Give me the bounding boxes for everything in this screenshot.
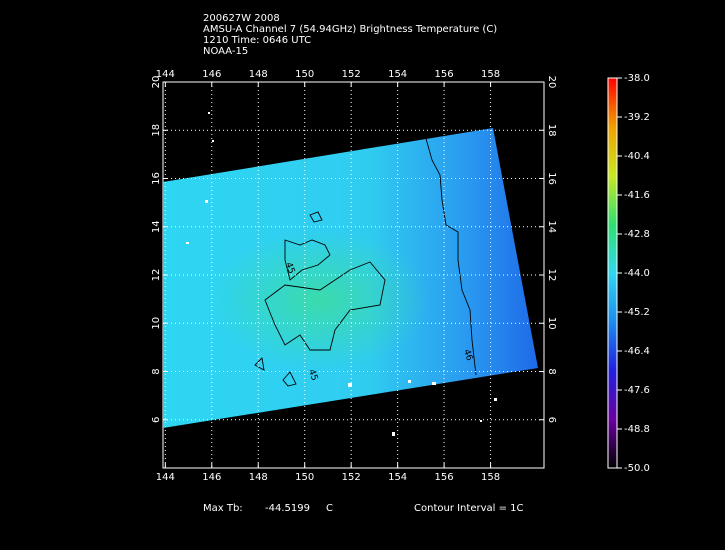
y-tick-label: 20 (546, 76, 557, 89)
y-tick-label: 14 (151, 220, 162, 233)
colorbar-tick-label: -39.2 (624, 112, 650, 123)
island (408, 380, 411, 383)
island (186, 242, 189, 244)
y-tick-label: 10 (546, 317, 557, 330)
island (432, 382, 436, 385)
x-tick-label: 154 (388, 69, 407, 80)
max-tb-unit: C (326, 503, 333, 514)
contour-interval: Contour Interval = 1C (414, 503, 524, 514)
contour-label: 46 (461, 348, 474, 362)
x-tick-label: 150 (295, 472, 314, 483)
contour-line (254, 357, 265, 371)
y-tick-label: 8 (151, 368, 162, 374)
y-tick-label: 18 (151, 124, 162, 137)
x-tick-label: 158 (481, 69, 500, 80)
colorbar-tick-label: -44.0 (624, 268, 650, 279)
island (392, 432, 395, 436)
title-line: AMSU-A Channel 7 (54.94GHz) Brightness T… (203, 24, 497, 35)
x-tick-label: 148 (249, 69, 268, 80)
contour-label: 45 (283, 261, 296, 275)
colorbar-tick-label: -50.0 (624, 463, 650, 474)
contour-line (309, 211, 323, 223)
title-line: 1210 Time: 0646 UTC (203, 35, 311, 46)
x-tick-label: 144 (156, 69, 175, 80)
colorbar-tick-label: -40.4 (624, 151, 650, 162)
warm-region (210, 230, 430, 370)
y-tick-label: 16 (151, 172, 162, 185)
x-tick-label: 146 (202, 472, 221, 483)
title-line: NOAA-15 (203, 46, 248, 57)
contours (254, 134, 477, 387)
colorbar-ticks: -38.0 -39.2 -40.4 -41.6 -42.8 -44.0 -45.2 -46.4… (617, 73, 650, 474)
island (205, 200, 208, 203)
colorbar-tick-label: -42.8 (624, 229, 650, 240)
x-tick-label: 152 (342, 69, 361, 80)
island (480, 420, 482, 422)
y-tick-label: 20 (151, 76, 162, 89)
y-tick-label: 18 (546, 124, 557, 137)
y-tick-label: 6 (151, 417, 162, 423)
colorbar-tick-label: -41.6 (624, 190, 650, 201)
contour-label: 45 (306, 368, 319, 382)
colorbar-tick-label: -45.2 (624, 307, 650, 318)
colorbar-tick-label: -47.6 (624, 385, 650, 396)
x-tick-label: 156 (435, 472, 454, 483)
contour-line (282, 371, 297, 387)
colorbar-tick-label: -38.0 (624, 73, 650, 84)
x-tick-label: 154 (388, 472, 407, 483)
island (494, 398, 497, 401)
y-tick-label: 12 (546, 269, 557, 282)
x-tick-label: 148 (249, 472, 268, 483)
x-tick-label: 158 (481, 472, 500, 483)
title-line: 200627W 2008 (203, 13, 280, 24)
axes: 1441441461461481481501501521521541541561… (151, 69, 557, 483)
island (208, 112, 210, 114)
y-tick-label: 8 (546, 368, 557, 374)
max-tb-label: Max Tb: (203, 503, 243, 514)
y-tick-label: 16 (546, 172, 557, 185)
contour-line (264, 261, 386, 351)
island (212, 140, 214, 142)
colorbar-tick-label: -48.8 (624, 424, 650, 435)
x-tick-label: 156 (435, 69, 454, 80)
x-tick-label: 152 (342, 472, 361, 483)
x-tick-label: 150 (295, 69, 314, 80)
y-tick-label: 14 (546, 220, 557, 233)
contour-line (424, 134, 477, 376)
colorbar (607, 77, 618, 469)
max-tb-value: -44.5199 (265, 503, 310, 514)
x-tick-label: 146 (202, 69, 221, 80)
colorbar-tick-label: -46.4 (624, 346, 650, 357)
x-tick-label: 144 (156, 472, 175, 483)
contour-line (284, 239, 331, 281)
island (348, 383, 352, 387)
y-tick-label: 10 (151, 317, 162, 330)
y-tick-label: 12 (151, 269, 162, 282)
coastline-dots (186, 112, 497, 436)
y-tick-label: 6 (546, 417, 557, 423)
